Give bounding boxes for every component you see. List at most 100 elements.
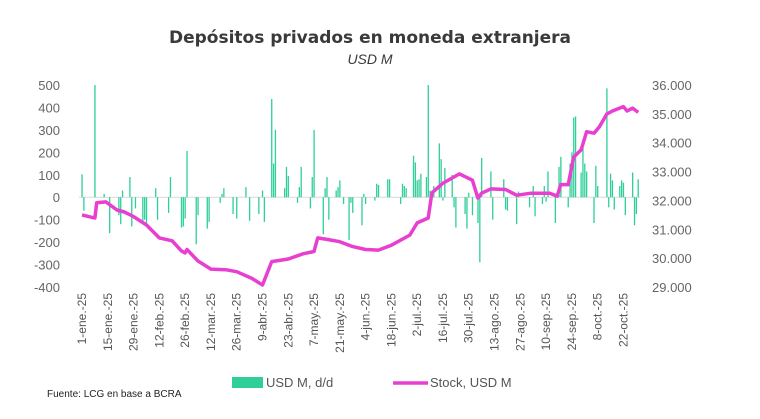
bar (365, 197, 367, 204)
bar (453, 197, 455, 208)
left-tick-label: 500 (38, 78, 60, 93)
bar (300, 166, 302, 198)
bar (541, 197, 544, 204)
source-note: Fuente: LCG en base a BCRA (47, 389, 182, 400)
left-tick-label: 200 (38, 145, 60, 160)
bar (322, 197, 324, 235)
bar (221, 193, 223, 198)
bar (534, 197, 536, 217)
legend: USD M, d/d Stock, USD M (232, 375, 512, 390)
bar (352, 197, 354, 213)
bar (335, 190, 337, 198)
bar (420, 173, 422, 198)
right-tick-label: 36.000 (652, 78, 692, 93)
bar (606, 88, 608, 198)
x-tick-label: 8-oct.-25 (591, 293, 605, 341)
bar (309, 197, 312, 209)
bar (580, 172, 582, 198)
right-tick-label: 33.000 (652, 165, 692, 180)
x-tick-label: 18-jun.-25 (384, 293, 398, 347)
bar (613, 197, 615, 210)
bar (287, 175, 289, 198)
bar (567, 197, 569, 208)
bar (285, 166, 288, 198)
bar (324, 188, 326, 198)
right-tick-label: 32.000 (652, 193, 692, 208)
left-tick-label: -200 (34, 235, 60, 250)
bar (545, 197, 547, 202)
bar (414, 162, 417, 198)
bar (263, 197, 266, 222)
x-tick-label: 4-jun.-25 (359, 293, 373, 341)
bar (471, 197, 474, 216)
bar (296, 197, 299, 203)
bar (272, 163, 275, 198)
left-axis: 500 400 300 200 100 0 -100 -200 -300 -400 (34, 78, 60, 295)
x-tick-label: 21-may.-25 (333, 293, 347, 353)
bar (81, 174, 83, 198)
bar (129, 177, 131, 198)
bar (232, 197, 234, 215)
bar (145, 197, 148, 227)
bar (261, 190, 264, 198)
bar (195, 197, 197, 245)
bar (438, 143, 440, 198)
bar (377, 184, 380, 198)
left-tick-label: -100 (34, 213, 60, 228)
bar (184, 197, 186, 219)
bar (298, 187, 301, 198)
bar (337, 187, 339, 198)
bar (155, 188, 157, 198)
right-tick-label: 31.000 (652, 222, 692, 237)
bar (425, 177, 428, 198)
bar (121, 190, 124, 198)
bar (633, 197, 636, 226)
bar (504, 197, 507, 210)
bar (624, 197, 626, 216)
left-tick-label: -400 (34, 280, 60, 295)
bar (492, 197, 494, 220)
bar (144, 197, 146, 220)
x-tick-label: 12-mar.-25 (204, 293, 218, 351)
bar (182, 197, 184, 227)
bar (622, 182, 625, 198)
bar (236, 197, 238, 219)
x-tick-label: 16-jul.-25 (436, 293, 450, 343)
bar (326, 177, 328, 198)
bar (412, 155, 415, 198)
bar (169, 177, 172, 198)
bar (468, 192, 470, 198)
bar (387, 179, 389, 198)
bar (637, 179, 639, 198)
bar (328, 197, 330, 220)
x-tick-label: 24-sep.-25 (565, 293, 579, 351)
bar (361, 197, 363, 226)
stock-line (81, 104, 640, 287)
left-tick-label: 300 (38, 123, 60, 138)
bar (223, 188, 225, 198)
bar (481, 157, 483, 198)
x-tick-label: 30-jul.-25 (462, 293, 476, 343)
bar (490, 171, 492, 198)
bar (464, 197, 466, 215)
bar (401, 183, 404, 198)
x-tick-label: 23-abr.-25 (281, 293, 295, 348)
x-tick-label: 12-feb.-25 (152, 293, 166, 348)
bar (582, 147, 584, 198)
x-tick-label: 2-jul.-25 (410, 293, 424, 337)
bar (94, 85, 96, 198)
bar (258, 197, 260, 215)
bar (248, 197, 251, 221)
bar (455, 197, 457, 228)
bar (595, 165, 597, 198)
right-tick-label: 34.000 (652, 136, 692, 151)
left-tick-label: -300 (34, 258, 60, 273)
bar (142, 197, 144, 222)
x-tick-label: 22-oct.-25 (616, 293, 630, 347)
bar (597, 186, 599, 198)
x-tick-label: 1-ene.-25 (75, 293, 89, 345)
bar (609, 173, 612, 198)
bar (274, 129, 277, 198)
left-tick-label: 0 (53, 190, 60, 205)
